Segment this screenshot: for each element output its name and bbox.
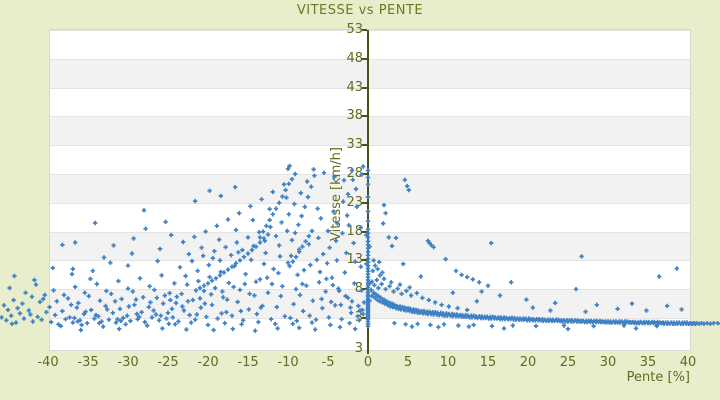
y-tick-label: 53 [346, 22, 363, 37]
x-tick-label: -15 [237, 355, 259, 370]
x-axis-title: Pente [%] [626, 370, 690, 385]
x-tick-label: 25 [559, 355, 577, 370]
x-tick-label: -10 [277, 355, 299, 370]
shaded-band [50, 58, 690, 88]
y-tick-mark [362, 201, 367, 204]
x-tick-label: -20 [197, 355, 219, 370]
y-tick-mark [362, 57, 367, 60]
x-tick-label: 40 [679, 355, 697, 370]
x-tick-label: -40 [37, 355, 59, 370]
y-tick-mark [362, 115, 367, 118]
y-axis-origin-label: 3 [354, 341, 363, 356]
x-tick-label: 10 [439, 355, 457, 370]
y-axis-title: Vitesse [km/h] [329, 147, 344, 241]
x-tick-label: -5 [321, 355, 335, 370]
plot-area [49, 29, 691, 351]
gridline [50, 87, 690, 89]
shaded-band [50, 231, 690, 261]
y-tick-label: 43 [346, 79, 363, 95]
y-tick-label: 48 [346, 50, 363, 66]
y-tick-mark [362, 86, 367, 89]
y-tick-mark [362, 288, 367, 291]
y-tick-mark [362, 259, 367, 262]
shaded-band [50, 116, 690, 146]
y-tick-label: 8 [354, 281, 363, 297]
x-tick-label: 15 [479, 355, 497, 370]
gridline [50, 289, 690, 291]
x-tick-label: 30 [599, 355, 617, 370]
x-tick-label: 5 [403, 355, 413, 370]
gridline [50, 202, 690, 204]
y-tick-label: 33 [346, 137, 363, 153]
x-tick-label: -35 [77, 355, 99, 370]
y-tick-mark [362, 317, 367, 319]
x-tick-label: 0 [363, 355, 373, 370]
y-tick-mark [362, 173, 367, 175]
gridline [50, 30, 690, 31]
x-tick-label: 35 [639, 355, 657, 370]
y-tick-mark [362, 29, 367, 31]
y-tick-mark [362, 230, 367, 233]
x-tick-label: -25 [157, 355, 179, 370]
gridline [50, 116, 690, 118]
y-tick-label: 38 [346, 108, 363, 124]
y-tick-label: 3 [354, 310, 363, 325]
gridline [50, 58, 690, 60]
gridline [50, 231, 690, 233]
shaded-band [50, 289, 690, 318]
x-tick-label: 20 [519, 355, 537, 370]
y-tick-mark [362, 144, 367, 147]
x-tick-label: -30 [117, 355, 139, 370]
shaded-band [50, 174, 690, 203]
y-tick-label: 13 [346, 252, 363, 268]
chart-title: VITESSE vs PENTE [296, 3, 424, 18]
gridline [50, 318, 690, 319]
gridline [50, 174, 690, 175]
y-axis-line [367, 30, 369, 354]
gridline [50, 260, 690, 262]
gridline [50, 145, 690, 147]
